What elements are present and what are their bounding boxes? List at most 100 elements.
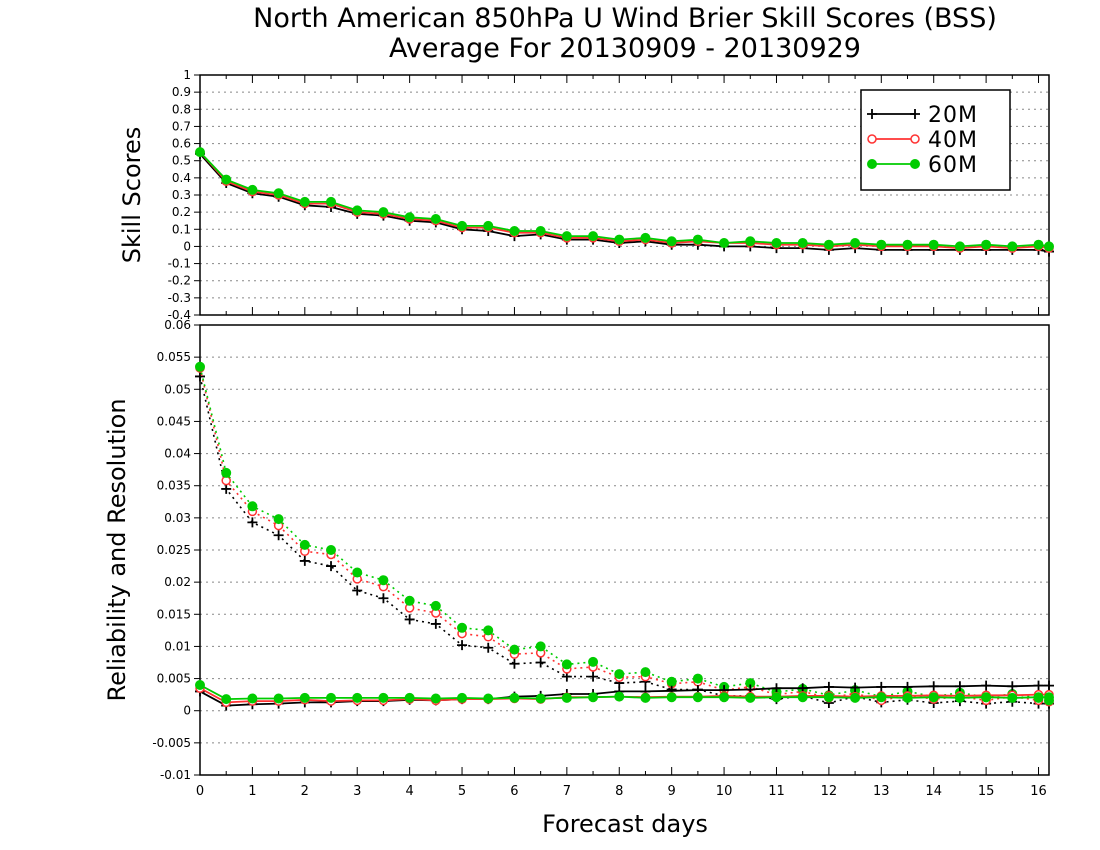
legend-marker (910, 159, 920, 169)
data-point (666, 692, 677, 703)
x-tick-label: 16 (1030, 784, 1047, 799)
data-point (483, 693, 494, 704)
data-point (247, 184, 258, 195)
data-point (928, 692, 939, 703)
data-point (719, 692, 730, 703)
data-point (954, 692, 965, 703)
series-line (199, 366, 1050, 702)
y-tick-label: 0.035 (157, 479, 191, 493)
chart-panel-1: 1 0.9 0.8 0.7 0.6 0.5 0.4 0.3 0.2 0.1 0 -0.1 -0.2 -0.… (118, 68, 1054, 322)
data-point (902, 239, 913, 250)
legend-item-40M: 40M (867, 128, 978, 153)
x-tick-label: 5 (458, 784, 466, 799)
data-point (850, 682, 861, 693)
data-point (221, 694, 232, 705)
y-tick-label: 1 (183, 68, 191, 82)
x-tick-label: 6 (510, 784, 518, 799)
data-point (954, 681, 965, 692)
data-point (640, 692, 651, 703)
data-point (823, 692, 834, 703)
y-tick-label: 0.055 (157, 350, 191, 364)
legend-marker (867, 109, 877, 119)
legend-label: 40M (928, 128, 978, 153)
y-tick-label: 0.3 (172, 188, 191, 202)
data-point (221, 467, 232, 478)
data-point (326, 561, 337, 572)
chart-title-line2: Average For 20130909 - 20130929 (389, 33, 861, 64)
data-point (771, 683, 782, 694)
data-point (876, 681, 887, 692)
y-tick-label: 0.045 (157, 414, 191, 428)
y-tick-label: 0.2 (172, 205, 191, 219)
legend-item-60M: 60M (867, 153, 977, 178)
y-tick-label: 0.015 (157, 607, 191, 621)
data-point (326, 196, 337, 207)
data-point (850, 238, 861, 248)
data-point (1044, 680, 1054, 691)
x-tick-label: 3 (353, 784, 361, 799)
data-point (430, 214, 441, 224)
series-20M-resolution (195, 371, 1054, 709)
data-point (588, 656, 599, 667)
data-point (326, 545, 337, 555)
data-point (771, 238, 782, 248)
data-point (378, 692, 389, 703)
x-tick-label: 4 (405, 784, 413, 799)
data-point (352, 567, 363, 578)
x-tick-label: 14 (925, 784, 942, 799)
series-line (199, 153, 1050, 253)
data-point (692, 234, 703, 245)
data-point (928, 239, 939, 250)
y-tick-label: 0.6 (172, 137, 191, 151)
data-point (273, 188, 284, 199)
data-point (1007, 692, 1018, 703)
data-point (273, 530, 284, 541)
legend-item-20M: 20M (867, 103, 977, 128)
y-tick-label: 0.1 (172, 222, 191, 236)
data-point (299, 196, 310, 207)
legend-marker (867, 134, 877, 144)
x-tick-label: 1 (248, 784, 256, 799)
data-point (221, 174, 232, 185)
series-line (199, 367, 1050, 703)
data-point (404, 614, 415, 625)
data-point (902, 681, 913, 692)
y-tick-label: -0.1 (168, 257, 191, 271)
data-point (614, 691, 625, 702)
legend-box (860, 89, 1011, 191)
x-tick-label: 7 (563, 784, 571, 799)
data-point (692, 673, 703, 684)
data-point (614, 669, 625, 680)
y-tick-label: 0 (183, 704, 191, 718)
data-point (457, 622, 468, 633)
x-tick-label: 10 (716, 784, 733, 799)
series-60M-resolution (195, 361, 1054, 706)
series-60M (195, 147, 1054, 252)
data-point (954, 241, 965, 252)
data-point (195, 371, 205, 382)
data-point (404, 595, 415, 606)
data-point (352, 205, 363, 216)
data-point (981, 680, 992, 691)
data-point (745, 236, 756, 247)
data-point (1033, 680, 1044, 691)
data-point (273, 693, 284, 704)
data-point (1033, 239, 1044, 250)
data-point (771, 692, 782, 703)
x-tick-label: 11 (768, 784, 785, 799)
data-point (666, 236, 677, 247)
data-point (221, 483, 232, 494)
y-tick-label: 0.02 (164, 575, 191, 589)
data-point (640, 232, 651, 243)
data-point (247, 517, 258, 528)
series-line (199, 376, 1049, 705)
data-point (509, 692, 520, 703)
data-point (588, 692, 599, 703)
y-tick-label: 0.8 (172, 102, 191, 116)
data-point (588, 231, 599, 242)
chart-panel-2: 0.060.0550.050.0450.040.0350.030.0250.02… (103, 318, 1054, 799)
y-tick-label: 0.06 (164, 318, 191, 332)
data-point (876, 239, 887, 250)
data-point (326, 692, 337, 703)
data-point (404, 212, 415, 223)
